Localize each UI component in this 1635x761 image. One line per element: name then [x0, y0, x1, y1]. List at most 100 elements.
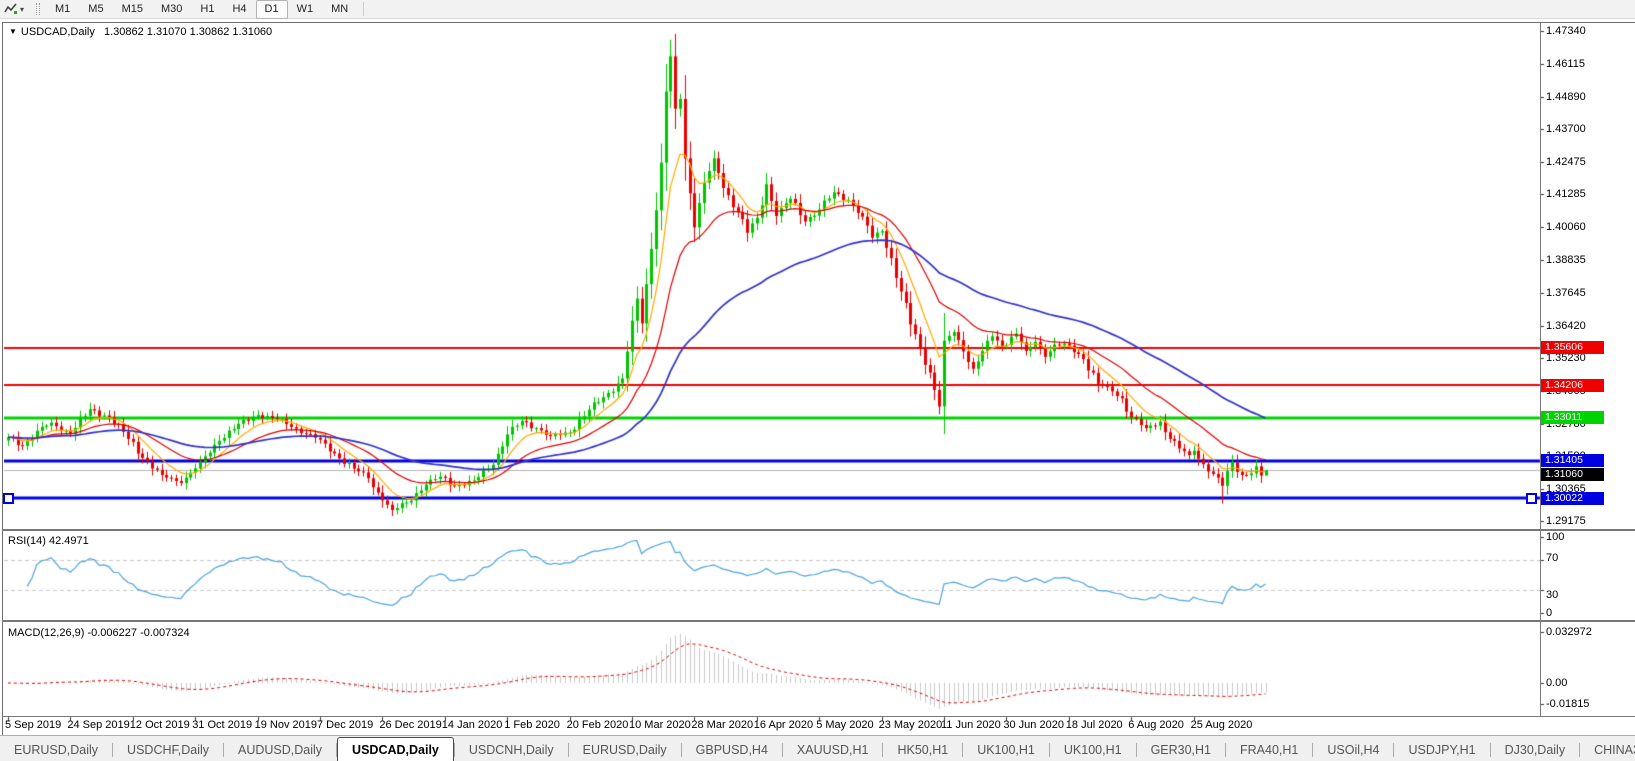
price-axis-tick: 1.40060: [1546, 221, 1586, 234]
date-axis-label: 6 Aug 2020: [1128, 719, 1184, 731]
symbol-name: USDCAD,Daily: [20, 26, 95, 38]
tab-china300-h1[interactable]: CHINA300,H1: [1594, 743, 1635, 757]
tab-divider: [223, 743, 224, 757]
price-axis-tick: 1.36420: [1546, 319, 1586, 332]
timeframe-button-w1[interactable]: W1: [296, 2, 314, 15]
current-price-label: 1.31060: [1541, 468, 1604, 482]
hline-price-label: 1.34206: [1541, 378, 1604, 392]
date-axis-label: 24 Sep 2019: [67, 719, 130, 731]
tab-audusd-daily[interactable]: AUDUSD,Daily: [238, 743, 323, 757]
rsi-axis-tick: 100: [1546, 531, 1565, 543]
tab-divider: [962, 743, 964, 757]
tab-divider: [1048, 743, 1050, 757]
timeframe-button-m15[interactable]: M15: [121, 2, 143, 15]
date-axis-label: 1 Feb 2020: [504, 719, 560, 731]
timeframe-button-m30[interactable]: M30: [160, 2, 183, 15]
tab-divider: [336, 743, 338, 757]
timeframe-button-h4[interactable]: H4: [232, 2, 247, 15]
hline-price-label: 1.30022: [1541, 491, 1604, 505]
tab-uk100-h1[interactable]: UK100,H1: [977, 743, 1035, 757]
macd-indicator-label: MACD(12,26,9) -0.006227 -0.007324: [8, 627, 190, 639]
date-axis-label: 19 Nov 2019: [254, 719, 317, 731]
date-axis-label: 20 Feb 2020: [566, 719, 629, 731]
resistance-line-1[interactable]: [4, 345, 1540, 350]
date-axis-label: 5 May 2020: [816, 719, 874, 731]
tab-divider: [1393, 743, 1395, 757]
date-axis-label: 28 Mar 2020: [691, 719, 754, 731]
tab-hk50-h1[interactable]: HK50,H1: [897, 743, 949, 757]
tab-fra40-h1[interactable]: FRA40,H1: [1240, 743, 1299, 757]
timeframe-button-d1[interactable]: D1: [255, 0, 288, 19]
ohlc-quote: 1.30862 1.31070 1.30862 1.31060: [103, 26, 273, 38]
price-axis-tick: 1.43700: [1546, 123, 1586, 136]
macd-axis-tick: -0.01815: [1546, 698, 1590, 710]
date-axis-label: 30 Jun 2020: [1003, 719, 1064, 731]
timeframe-toolbar: ▾ M1 M5 M15 M30 H1 H4 D1 W1 MN: [0, 0, 1635, 19]
date-axis-label: 14 Jan 2020: [441, 719, 503, 731]
tab-usdjpy-h1[interactable]: USDJPY,H1: [1408, 743, 1476, 757]
date-axis-label: 25 Aug 2020: [1190, 719, 1253, 731]
toolbar-grip: [36, 3, 41, 15]
price-axis-tick: 1.41285: [1546, 188, 1586, 201]
date-axis-label: 5 Sep 2019: [5, 719, 62, 731]
date-axis-label: 12 Oct 2019: [129, 719, 190, 731]
date-axis-label: 26 Dec 2019: [379, 719, 442, 731]
tab-usoil-h4[interactable]: USOil,H4: [1327, 743, 1380, 757]
chart-tool-icon[interactable]: [3, 2, 19, 16]
timeframe-button-h1[interactable]: H1: [200, 2, 215, 15]
tab-divider: [567, 743, 569, 757]
toolbar-separator: [363, 2, 365, 16]
resistance-line-2[interactable]: [4, 383, 1540, 388]
hline-price-label: 1.33011: [1541, 411, 1604, 425]
tab-divider: [1135, 743, 1137, 757]
tab-divider: [112, 743, 114, 757]
macd-axis-tick: 0.032972: [1546, 626, 1592, 638]
timeframe-button-mn[interactable]: MN: [331, 2, 349, 15]
tab-xauusd-h1[interactable]: XAUUSD,H1: [796, 743, 869, 757]
macd-dateaxis-separator: [2, 716, 1635, 717]
tab-divider: [1489, 743, 1491, 757]
rsi-axis-tick: 70: [1546, 552, 1559, 564]
date-axis-label: 31 Oct 2019: [192, 719, 253, 731]
tab-divider: [781, 743, 783, 757]
date-axis-label: 11 Jun 2020: [941, 719, 1001, 731]
rsi-macd-separator[interactable]: [2, 620, 1635, 622]
current-price-line: [4, 468, 1540, 473]
timeframe-button-m1[interactable]: M1: [55, 2, 71, 15]
date-axis-label: 18 Jul 2020: [1065, 719, 1123, 731]
tab-dj30-daily[interactable]: DJ30,Daily: [1504, 743, 1566, 757]
tab-eurusd-daily[interactable]: EURUSD,Daily: [14, 743, 99, 757]
tab-usdchf-daily[interactable]: USDCHF,Daily: [127, 743, 209, 757]
date-axis-label: 7 Dec 2019: [317, 719, 374, 731]
price-axis-tick: 1.47340: [1546, 25, 1586, 37]
tab-eurusd-daily[interactable]: EURUSD,Daily: [582, 743, 667, 757]
tab-uk100-h1[interactable]: UK100,H1: [1063, 743, 1122, 757]
tab-ger30-h1[interactable]: GER30,H1: [1150, 743, 1212, 757]
hline-price-label: 1.35606: [1541, 341, 1604, 355]
date-axis-label: 10 Mar 2020: [629, 719, 691, 731]
line-handle-right[interactable]: [1526, 492, 1537, 504]
tab-usdcad-daily[interactable]: USDCAD,Daily: [337, 737, 454, 761]
rsi-axis-tick: 0: [1546, 607, 1553, 619]
support-line-green[interactable]: [4, 415, 1540, 420]
line-handle-left[interactable]: [3, 492, 14, 504]
timeframe-buttons: M1 M5 M15 M30 H1 H4 D1 W1 MN: [46, 0, 357, 19]
rsi-indicator-label: RSI(14) 42.4971: [8, 535, 89, 547]
rsi-axis-tick: 30: [1546, 589, 1559, 601]
tab-usdcnh-daily[interactable]: USDCNH,Daily: [468, 743, 554, 757]
symbol-caret-icon[interactable]: ▼: [9, 27, 17, 36]
price-axis-tick: 1.42475: [1546, 156, 1586, 169]
tab-divider: [680, 743, 682, 757]
tab-gbpusd-h4[interactable]: GBPUSD,H4: [695, 743, 768, 757]
price-axis-tick: 1.44890: [1546, 91, 1586, 104]
date-axis-label: 23 May 2020: [878, 719, 943, 731]
main-rsi-separator[interactable]: [2, 529, 1635, 531]
chevron-down-icon[interactable]: ▾: [20, 4, 25, 14]
price-axis-line: [1540, 23, 1541, 717]
support-line-blue-lower[interactable]: [4, 496, 1540, 501]
support-line-blue-upper[interactable]: [4, 458, 1540, 463]
timeframe-button-m5[interactable]: M5: [88, 2, 104, 15]
tab-divider: [1312, 743, 1314, 757]
